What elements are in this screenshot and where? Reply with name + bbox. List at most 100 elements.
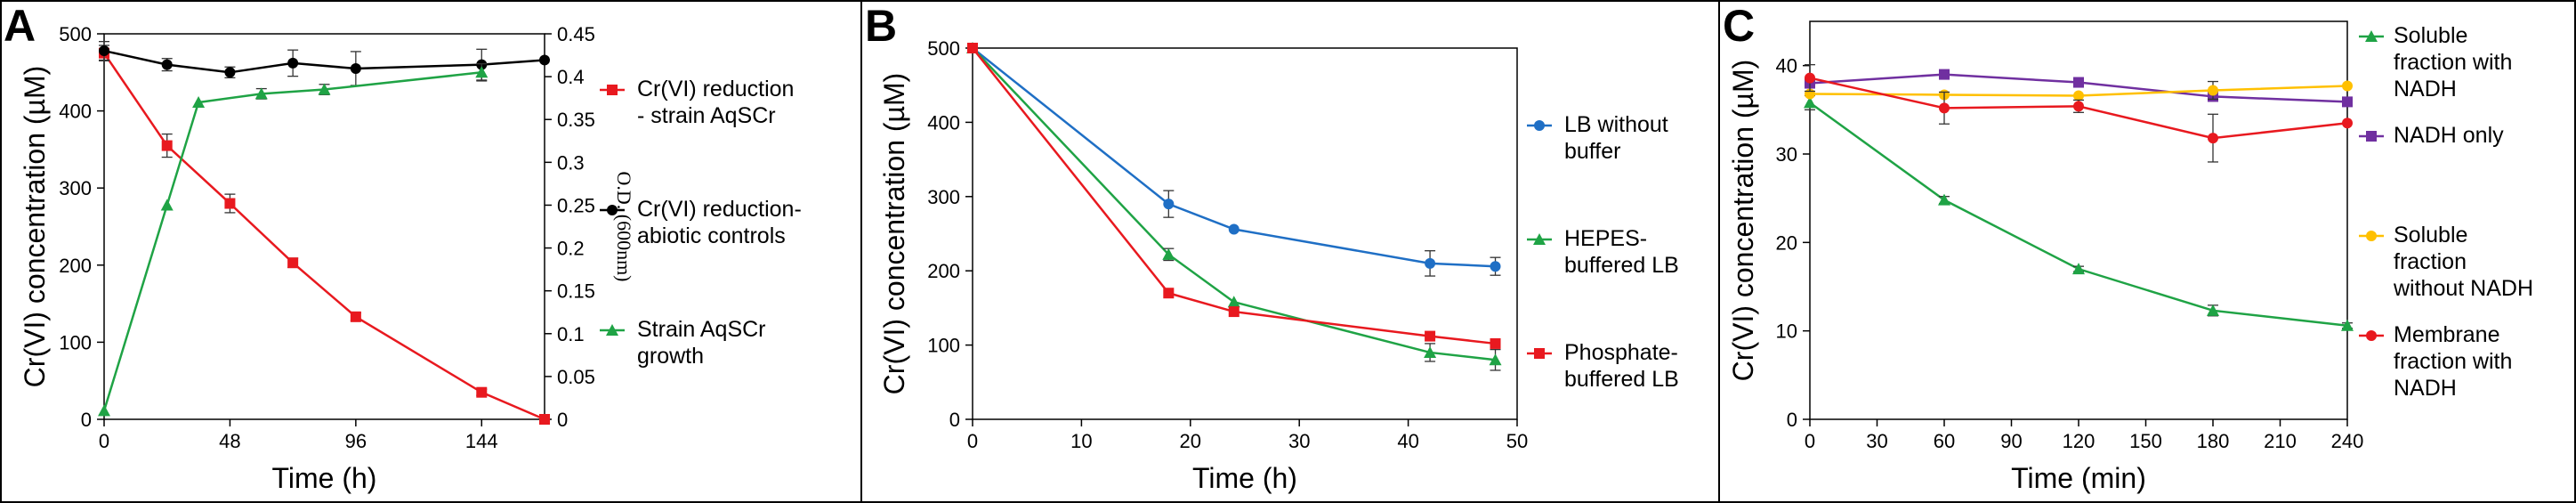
y-tick-label: 300 (59, 177, 92, 199)
panel-label: B (865, 1, 897, 51)
x-tick-label: 30 (1288, 430, 1310, 452)
x-tick-label: 0 (1805, 430, 1815, 452)
data-point (1228, 306, 1240, 318)
y-tick-label: 0 (1787, 409, 1797, 431)
data-point (1424, 345, 1437, 358)
legend-marker (606, 324, 618, 336)
y-tick-label: 500 (59, 23, 92, 45)
legend-text: Phosphate- (1564, 340, 1678, 365)
data-point (1490, 337, 1501, 349)
panel-c: C 0 30 60 90 120 150 180 210 240 0 10 20 30 40 Time (mi… (1723, 1, 2533, 494)
y2-tick-label: 0.35 (557, 109, 595, 131)
data-point (1805, 72, 1815, 84)
y-tick-label: 500 (927, 37, 960, 60)
y2-tick-label: 0.25 (557, 194, 595, 216)
x-tick-label: 240 (2331, 430, 2364, 452)
y-tick-label: 100 (927, 335, 960, 357)
y-tick-label: 20 (1776, 231, 1797, 254)
y2-tick-label: 0.1 (557, 323, 585, 345)
legend-marker (2366, 131, 2377, 142)
x-tick-label: 144 (465, 430, 498, 452)
data-point (1490, 261, 1501, 272)
x-tick-label: 0 (99, 430, 109, 452)
legend-text: buffered LB (1564, 367, 1679, 392)
legend-text: abiotic controls (637, 223, 786, 248)
legend-marker (607, 205, 618, 215)
legend-text: Soluble (2394, 223, 2467, 247)
x-axis-label: Time (min) (2011, 462, 2146, 494)
legend-text: - strain AqSCr (637, 103, 776, 128)
data-point (192, 95, 206, 108)
y-tick-label: 200 (59, 255, 92, 277)
legend-item-2: HEPES-buffered LB (1527, 226, 1679, 278)
legend-text: Cr(VI) reduction (637, 77, 794, 101)
data-point (476, 386, 488, 398)
data-point (287, 257, 299, 269)
data-point (1938, 193, 1950, 206)
y-axis-label: Cr(VI) concentration (µM) (878, 73, 910, 395)
y-tick-label: 10 (1776, 320, 1797, 343)
data-point (161, 140, 173, 151)
data-point (2342, 96, 2353, 108)
legend-text: fraction (2394, 249, 2467, 274)
series-3 (967, 43, 1501, 349)
y-tick-label: 0 (949, 409, 960, 431)
x-tick-label: 60 (1934, 430, 1955, 452)
y-tick-label: 400 (927, 111, 960, 134)
legend-marker (2365, 30, 2378, 42)
y2-tick-label: 0.4 (557, 66, 585, 88)
data-point (1227, 296, 1240, 308)
data-point (539, 54, 550, 66)
series-line (102, 52, 545, 421)
data-point (160, 199, 174, 211)
x-tick-label: 30 (1866, 430, 1887, 452)
data-point (224, 67, 236, 78)
legend-text: NADH (2394, 77, 2457, 101)
y2-tick-label: 0.15 (557, 280, 595, 303)
legend-text: Soluble (2394, 23, 2467, 48)
legend-text: growth (637, 344, 704, 369)
data-point (1425, 257, 1436, 269)
legend-marker (607, 85, 618, 95)
plot-area (103, 33, 545, 420)
y-tick-label: 30 (1776, 143, 1797, 166)
data-point (2208, 85, 2218, 96)
data-point (1163, 199, 1175, 210)
data-point (1939, 102, 1950, 114)
legend-text: HEPES- (1564, 226, 1647, 251)
legend-text: NADH only (2394, 123, 2504, 148)
data-point (161, 59, 173, 70)
y-axis-label: Cr(VI) concentration (µM) (19, 66, 51, 388)
x-tick-label: 90 (2000, 430, 2022, 452)
series-4 (1805, 64, 2353, 163)
y2-tick-label: 0.05 (557, 366, 595, 388)
x-tick-label: 20 (1180, 430, 1201, 452)
data-point (1163, 288, 1175, 299)
data-point (1939, 69, 1950, 80)
x-tick-label: 50 (1506, 430, 1528, 452)
legend-text: Strain AqSCr (637, 317, 766, 342)
legend-text: fraction with (2394, 50, 2512, 75)
data-point (2208, 133, 2218, 144)
y-tick-label: 200 (927, 260, 960, 282)
data-point (318, 83, 331, 95)
data-point (2341, 319, 2354, 331)
data-point (967, 43, 978, 53)
legend-marker (1534, 120, 1545, 131)
plot-area (972, 47, 1518, 420)
legend-item-2: NADH only (2359, 123, 2504, 148)
legend-text: buffered LB (1564, 253, 1679, 278)
data-point (2073, 101, 2084, 112)
data-point (1162, 247, 1175, 260)
data-point (2073, 77, 2084, 88)
y2-axis-label: O.D. (600nm) (613, 171, 635, 281)
data-point (1425, 330, 1436, 342)
series-line (1809, 101, 2348, 327)
data-point (1489, 353, 1502, 366)
x-tick-label: 120 (2063, 430, 2096, 452)
legend-item-1: Cr(VI) reduction- strain AqSCr (600, 77, 794, 128)
